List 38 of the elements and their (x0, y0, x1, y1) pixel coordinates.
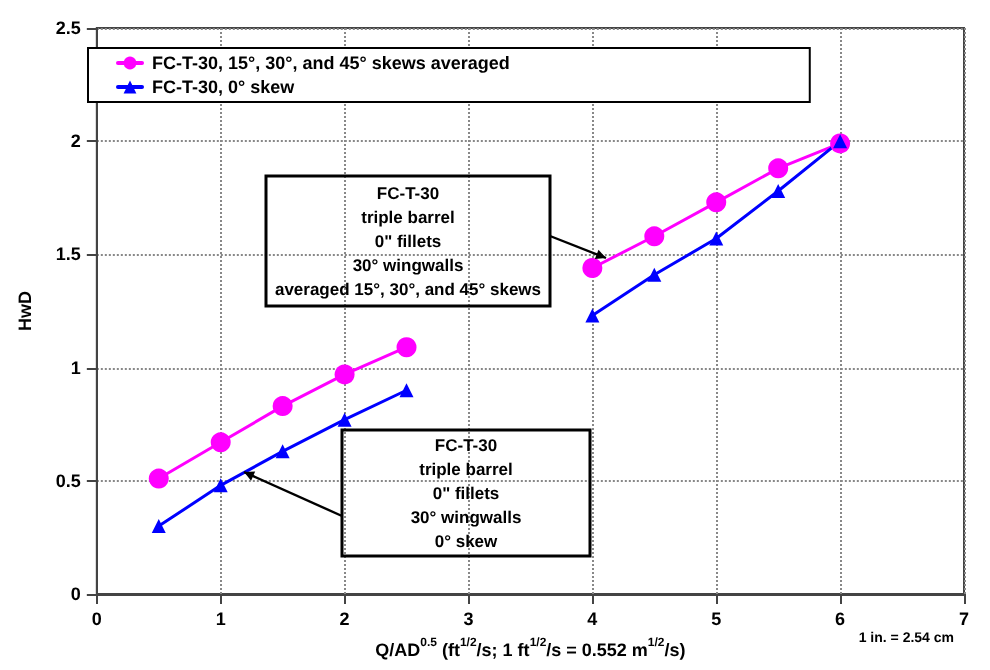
point (275, 444, 290, 459)
point (644, 226, 665, 247)
point (709, 231, 724, 246)
point (148, 468, 169, 489)
x-tick-label: 2 (339, 609, 350, 629)
point (396, 337, 417, 358)
point (833, 134, 848, 149)
x-tick-label: 0 (91, 609, 102, 629)
y-tick-label: 0 (70, 584, 81, 604)
point (272, 396, 293, 417)
x-tick-label: 1 (215, 609, 226, 629)
y-tick-label: 2 (70, 131, 81, 152)
x-tick-label: 6 (835, 609, 846, 629)
point (582, 257, 603, 278)
y-tick-label: 1 (70, 357, 81, 378)
point (771, 184, 786, 199)
point (210, 432, 231, 453)
x-tick-label: 5 (711, 609, 722, 629)
annotation: FC-T-30 triple barrel 0" fillets 30° wingwalls 0° skew (410, 435, 522, 551)
point (337, 412, 352, 427)
point (647, 267, 662, 282)
y-tick-label: 0.5 (55, 470, 81, 491)
point (213, 478, 228, 493)
point (334, 364, 355, 385)
point (706, 192, 727, 213)
x-tick-label: 3 (463, 609, 474, 629)
point (585, 308, 600, 323)
point (399, 383, 414, 398)
legend-label: FC-T-30, 15°, 30°, and 45° skews averaged (152, 53, 510, 73)
legend-label: FC-T-30, 0° skew (152, 77, 297, 97)
x-tick-label: 7 (958, 609, 970, 629)
x-tick-label: 4 (587, 609, 598, 629)
y-tick-label: 1.5 (55, 244, 81, 265)
point (768, 158, 789, 179)
y-axis-title: HwD (15, 290, 35, 331)
point (151, 519, 166, 534)
annotation: FC-T-30 triple barrel 0" fillets 30° wingwalls averaged 15°, 30°, and 45° skews (274, 183, 542, 299)
y-tick-label: 2.5 (55, 18, 81, 38)
